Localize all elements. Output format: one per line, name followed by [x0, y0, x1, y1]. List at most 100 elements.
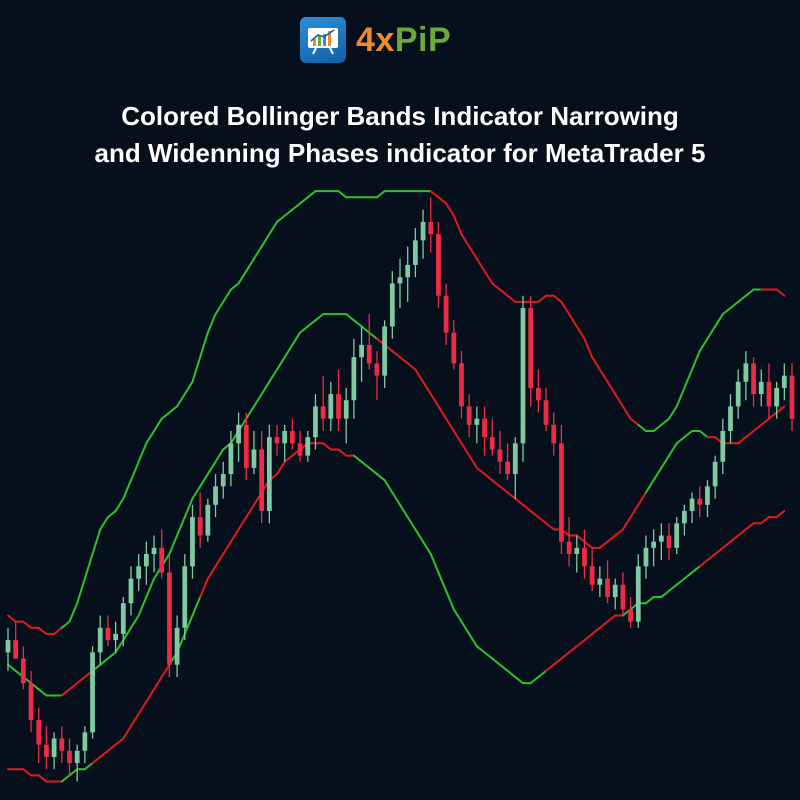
middle-band-segment	[391, 350, 401, 359]
candle-body	[781, 375, 787, 388]
middle-band-segment	[368, 331, 378, 340]
lower-band-segment	[721, 540, 732, 549]
bull-candle	[781, 363, 787, 401]
candle-body	[105, 627, 111, 641]
bands-layer	[7, 190, 786, 783]
bear-candle	[28, 670, 34, 733]
lower-band-segment	[237, 516, 248, 531]
candle-body	[228, 443, 234, 475]
bull-candle	[136, 554, 142, 591]
candle-body	[97, 627, 103, 653]
candle-body	[374, 363, 380, 376]
middle-band-segment	[529, 509, 540, 519]
middle-band-segment	[698, 430, 709, 439]
lower-band-segment	[368, 466, 378, 476]
bear-candle	[620, 572, 626, 616]
middle-band-segment	[314, 313, 325, 322]
lower-band-segment	[122, 725, 132, 740]
lower-band-segment	[99, 749, 109, 758]
upper-band-segment	[229, 282, 240, 291]
candle-body	[213, 486, 218, 505]
middle-band-segment	[414, 368, 425, 383]
candle-body	[559, 443, 564, 542]
candle-body	[397, 277, 403, 284]
upper-band-segment	[445, 202, 455, 217]
lower-band-segment	[352, 454, 363, 463]
upper-band-segment	[237, 270, 248, 285]
lower-band-segment	[468, 632, 478, 648]
upper-band-segment	[498, 288, 509, 297]
upper-band-segment	[137, 442, 148, 463]
candle-body	[705, 486, 710, 505]
bear-candle	[259, 431, 265, 524]
bull-candle	[228, 431, 234, 487]
upper-band-segment	[276, 214, 286, 223]
bull-candle	[113, 621, 118, 653]
lower-band-segment	[137, 700, 148, 715]
upper-band-segment	[637, 423, 647, 432]
middle-band-segment	[491, 479, 501, 488]
candle-body	[635, 566, 641, 622]
candle-body	[336, 394, 341, 419]
candle-body	[766, 381, 772, 407]
candle-body	[320, 406, 326, 419]
candle-body	[28, 683, 34, 721]
bear-candle	[366, 314, 372, 370]
lower-band-segment	[129, 712, 140, 728]
upper-band-segment	[99, 516, 109, 531]
candle-body	[366, 344, 372, 364]
middle-band-segment	[260, 380, 271, 396]
bull-candle	[351, 338, 357, 419]
upper-band-segment	[191, 356, 202, 383]
middle-band-segment	[760, 417, 770, 426]
upper-band-segment	[729, 300, 740, 309]
bear-candle	[20, 646, 26, 690]
bear-candle	[551, 412, 557, 456]
candle-body	[290, 431, 295, 444]
bear-candle	[297, 431, 303, 462]
upper-band-segment	[737, 294, 747, 303]
candle-body	[459, 363, 464, 407]
candle-body	[436, 234, 441, 296]
upper-band-segment	[37, 626, 48, 635]
lower-band-segment	[598, 620, 609, 629]
middle-band-segment	[129, 614, 140, 629]
bull-candle	[382, 320, 388, 388]
upper-band-segment	[160, 411, 171, 420]
middle-band-segment	[168, 534, 179, 555]
middle-band-segment	[199, 473, 209, 488]
upper-band-segment	[83, 553, 94, 580]
bull-candle	[412, 228, 418, 278]
upper-band-segment	[575, 325, 586, 340]
middle-band-segment	[352, 319, 363, 328]
candle-body	[605, 578, 610, 598]
lower-band-segment	[145, 688, 156, 703]
candle-body	[666, 535, 672, 548]
bull-candle	[643, 535, 649, 579]
bull-candle	[720, 418, 726, 475]
bear-candle	[751, 357, 756, 407]
lower-band-segment	[698, 559, 709, 568]
upper-band-segment	[76, 577, 86, 605]
bull-candle	[97, 615, 103, 665]
lower-band-segment	[460, 620, 471, 635]
bull-candle	[743, 351, 749, 401]
candle-body	[220, 474, 226, 487]
upper-band-segment	[222, 288, 232, 303]
middle-band-segment	[252, 393, 263, 408]
bull-candle	[190, 504, 195, 579]
upper-band-segment	[283, 208, 294, 217]
upper-band-segment	[714, 313, 724, 328]
upper-band-segment	[183, 380, 194, 396]
bear-candle	[482, 406, 487, 456]
candle-body	[505, 461, 510, 475]
lower-band-segment	[606, 614, 617, 623]
lower-band-segment	[375, 473, 386, 482]
middle-band-segment	[629, 503, 640, 519]
bull-candle	[182, 554, 188, 641]
middle-band-segment	[268, 368, 279, 383]
candle-body	[82, 732, 88, 751]
middle-band-segment	[545, 522, 555, 531]
bull-candle	[328, 381, 334, 431]
